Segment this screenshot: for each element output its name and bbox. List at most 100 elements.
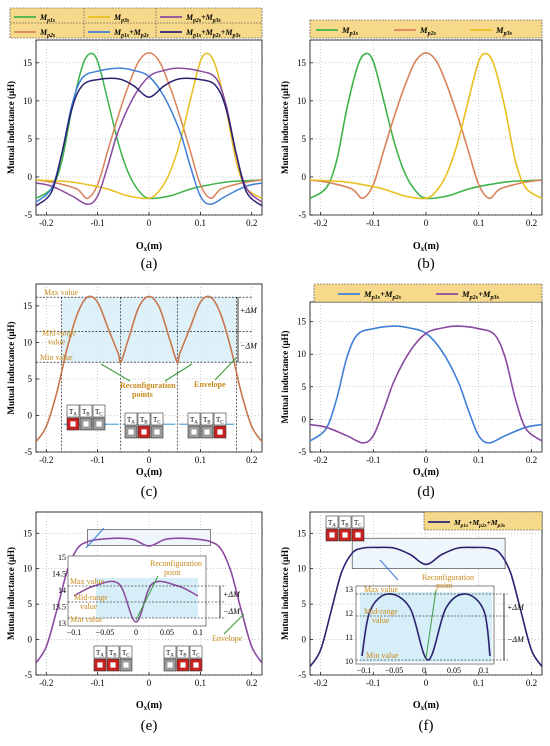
- legend-box: [423, 511, 543, 531]
- tile-label: TA: [166, 649, 174, 659]
- y-tick-label: 10: [297, 349, 307, 359]
- x-tick-label: 0.2: [246, 455, 257, 465]
- panel-b: -0.2 -0.1 0 0.1 0.2 -5 0 5 10 15 Ox(m) Mutual induc…: [280, 19, 543, 272]
- x-tick-label: 0.2: [526, 678, 537, 688]
- y-tick-label: 0: [28, 635, 33, 645]
- y-tick-label: 15: [23, 58, 33, 68]
- tile-label-box: [213, 412, 227, 426]
- inset-x-tick: −0.1: [67, 628, 82, 637]
- inset-y-tick: 10: [345, 657, 353, 666]
- inset-x-tick: 0: [134, 628, 138, 637]
- series-line-Mp3s: [309, 52, 543, 200]
- legend-entry: Mp1s+Mp2s+Mp3s: [185, 28, 241, 39]
- tile-label-box: [325, 515, 339, 529]
- y-axis-label: Mutual inductance (μH): [6, 81, 16, 174]
- x-tick-label: -0.2: [39, 678, 53, 688]
- tile-label-box: [92, 404, 106, 418]
- panel-label: (a): [141, 256, 158, 272]
- y-axis-label: Mutual inductance (μH): [280, 330, 290, 423]
- series-line-Mp1s+Mp2s+Mp3s: [35, 77, 263, 207]
- panel-label: (d): [417, 484, 435, 500]
- coil-tiles: TA TB TC: [93, 645, 133, 672]
- x-axis-label: Ox(m): [413, 467, 439, 479]
- annotation-envelope: Envelope: [212, 634, 243, 643]
- annotation-arrow: [135, 575, 159, 621]
- legend-entry: Mp1s: [341, 25, 359, 37]
- x-tick-label: 0.2: [246, 218, 257, 228]
- inset-y-tick: 14.5: [52, 570, 66, 579]
- tile-label: TC: [122, 649, 130, 659]
- tile-label-box: [137, 412, 151, 426]
- delta-plus: +ΔM: [223, 590, 241, 599]
- y-tick-label: 0: [28, 410, 33, 420]
- legend-entry: Mp2s: [419, 25, 437, 37]
- inset-x-tick: 0.05: [160, 628, 174, 637]
- legend-entry: Mp2s+Mp3s: [185, 13, 222, 24]
- coil-tiles: TA TB TC: [124, 412, 164, 439]
- annotation-arrow: [379, 559, 399, 581]
- annotation-reconfiguration: Reconfiguration: [150, 559, 202, 568]
- legend-f: Mp1s+Mp2s+Mp3s: [423, 511, 543, 531]
- coil-core: [127, 428, 135, 436]
- y-tick-label: 10: [23, 564, 33, 574]
- y-tick-label: 15: [297, 58, 307, 68]
- inset-x-tick: 0.05: [447, 666, 461, 675]
- tile-label-box: [124, 412, 138, 426]
- coil-tiles: TA TB TC: [325, 515, 365, 542]
- coil-core: [82, 420, 90, 428]
- annotation-reconfiguration: point: [436, 581, 453, 590]
- y-tick-label: 10: [297, 96, 307, 106]
- series-line-Mp2s: [35, 52, 263, 200]
- x-tick-label: 0.1: [195, 455, 206, 465]
- annotation-max: Max value: [364, 585, 398, 594]
- y-tick-label: 5: [28, 374, 33, 384]
- x-tick-label: 0.1: [473, 218, 484, 228]
- panel-a: -0.2 -0.1 0 0.1 0.2 -5 0 5 10 15 Ox(m) Mutual induc…: [6, 7, 263, 272]
- legend-entry: Mp3s: [495, 25, 513, 37]
- annotation-envelope: Envelope: [194, 380, 226, 389]
- y-tick-label: 5: [28, 599, 33, 609]
- annotation-arrow: [100, 363, 131, 382]
- coil-core: [140, 428, 148, 436]
- y-axis-label: Mutual inductance (μH): [280, 547, 290, 640]
- tile-label: TA: [127, 416, 135, 426]
- x-tick-label: -0.1: [366, 218, 380, 228]
- inset-y-tick: 13.5: [52, 603, 66, 612]
- annotation-reconfiguration: point: [164, 568, 181, 577]
- tile-label: TB: [341, 519, 349, 529]
- tile-label-box: [351, 515, 365, 529]
- y-axis-label: Mutual inductance (μH): [6, 321, 16, 414]
- tile-label-box: [189, 645, 203, 659]
- tile-label: TA: [69, 408, 77, 418]
- annotation-mid: Mid-range: [74, 593, 108, 602]
- annotation-arrow: [223, 613, 245, 635]
- zoom-region: [87, 529, 211, 546]
- x-tick-label: 0: [424, 455, 429, 465]
- panel-label: (c): [141, 484, 158, 500]
- inset-y-tick: 13: [58, 619, 66, 628]
- x-tick-label: 0.2: [246, 678, 257, 688]
- x-tick-label: -0.2: [313, 678, 327, 688]
- y-tick-label: 5: [28, 134, 33, 144]
- tile-label: TB: [109, 649, 117, 659]
- y-tick-label: -5: [25, 447, 33, 457]
- annotation-arrow: [425, 589, 437, 659]
- tile-label-box: [187, 412, 201, 426]
- annotation-reconfiguration: Reconfiguration: [120, 381, 176, 390]
- y-tick-label: 10: [23, 337, 33, 347]
- coil-tiles: TA TB TC: [187, 412, 227, 439]
- series-line-Mp1s: [35, 52, 263, 200]
- coil-core: [109, 661, 117, 669]
- inset-x-tick: −0.1: [357, 666, 372, 675]
- annotation-arrow: [85, 527, 105, 549]
- coil-core: [203, 428, 211, 436]
- legend-entry: Mp1s: [39, 13, 56, 24]
- annotation-max: Max value: [70, 577, 104, 586]
- inset-y-tick: 13: [345, 585, 353, 594]
- tile-label: TC: [192, 649, 200, 659]
- x-axis-label: Ox(m): [413, 241, 439, 253]
- coil-core: [69, 420, 77, 428]
- y-tick-label: 0: [302, 414, 307, 424]
- y-tick-label: 15: [23, 528, 33, 538]
